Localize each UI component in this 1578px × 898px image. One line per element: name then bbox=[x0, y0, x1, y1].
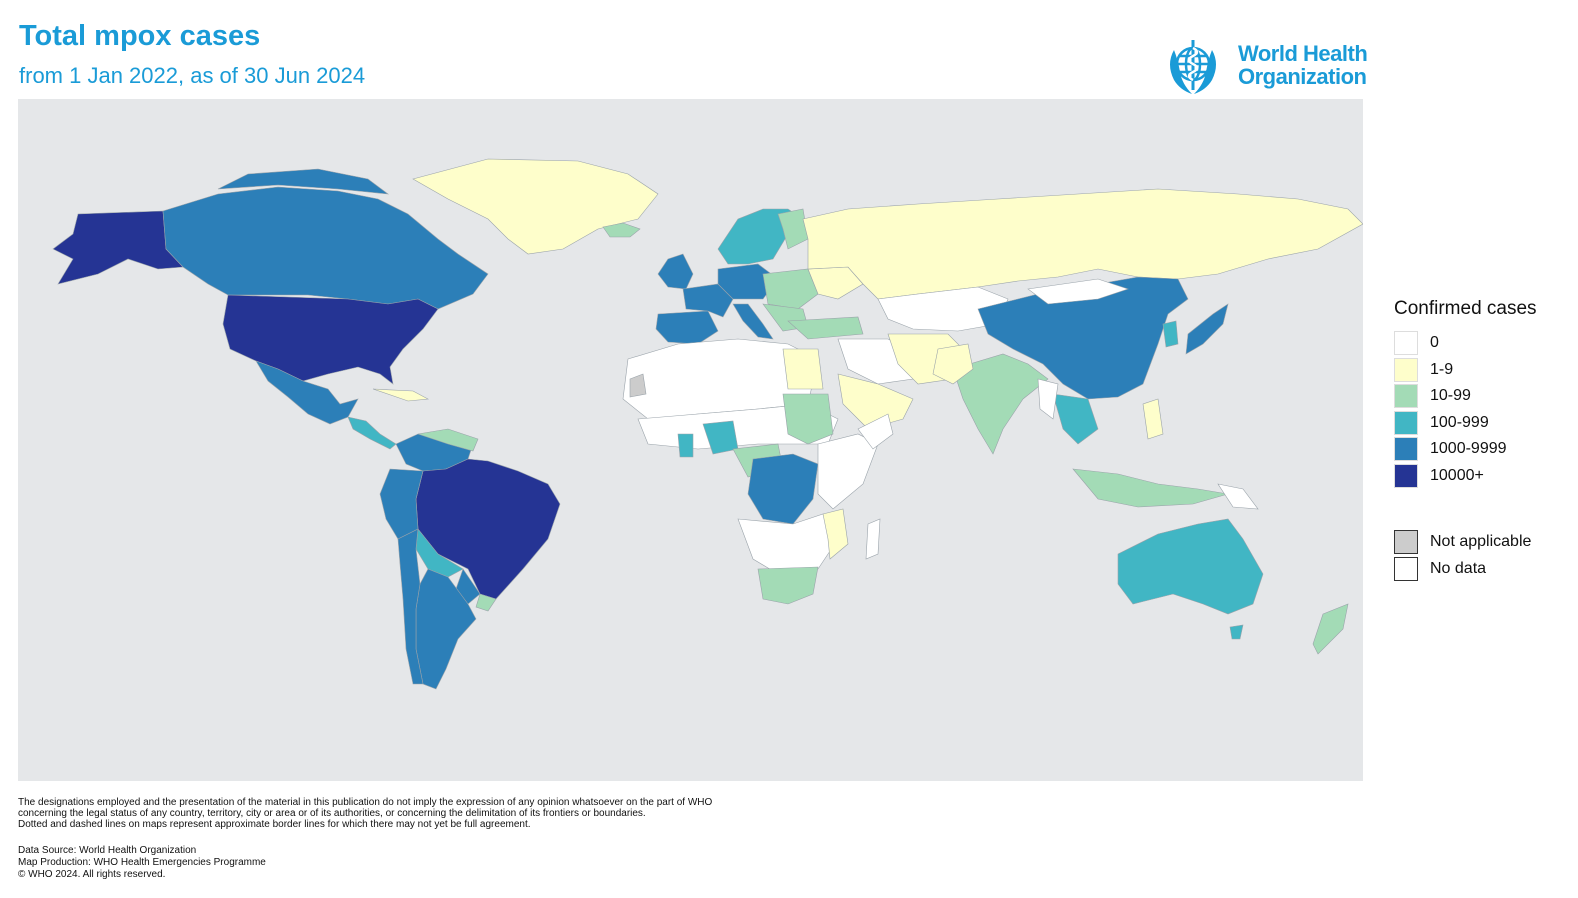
logo-line-1: World Health bbox=[1238, 41, 1368, 66]
region-pakistan bbox=[932, 343, 974, 385]
copyright: © WHO 2024. All rights reserved. bbox=[18, 869, 166, 880]
region-central-america bbox=[347, 416, 397, 450]
region-egypt bbox=[782, 348, 824, 390]
world-map-svg bbox=[52, 158, 1363, 690]
who-logo: World Health Organization bbox=[1160, 34, 1370, 98]
region-greenland bbox=[412, 158, 659, 255]
region-philippines bbox=[1142, 398, 1164, 440]
region-turkey bbox=[787, 316, 864, 340]
region-australia bbox=[1117, 518, 1264, 615]
region-western-sahara bbox=[629, 373, 647, 398]
region-mexico bbox=[255, 360, 359, 425]
disclaimer-line: The designations employed and the presen… bbox=[18, 797, 713, 808]
legend-item: 1-9 bbox=[1394, 357, 1564, 384]
region-mongolia bbox=[1027, 278, 1129, 305]
region-caribbean bbox=[372, 388, 430, 402]
disclaimer-line: Dotted and dashed lines on maps represen… bbox=[18, 819, 531, 830]
legend-label: 1-9 bbox=[1430, 360, 1454, 378]
legend-label: Not applicable bbox=[1430, 533, 1532, 551]
region-myanmar bbox=[1037, 378, 1059, 420]
region-new-zealand bbox=[1312, 603, 1349, 655]
legend: Confirmed cases 0 1-9 10-99 100-999 1000… bbox=[1394, 298, 1564, 489]
region-indonesia bbox=[1072, 468, 1229, 508]
region-japan bbox=[1185, 303, 1229, 355]
legend-item: 0 bbox=[1394, 330, 1564, 357]
region-southern-africa bbox=[737, 513, 839, 575]
who-emblem-icon bbox=[1170, 40, 1216, 94]
legend-label: 10-99 bbox=[1430, 387, 1471, 405]
region-uruguay bbox=[475, 593, 497, 612]
map-production: Map Production: WHO Health Emergencies P… bbox=[18, 857, 266, 868]
region-png bbox=[1217, 483, 1259, 510]
region-eastern-europe bbox=[762, 268, 819, 310]
region-russia bbox=[802, 188, 1363, 300]
region-iberia bbox=[655, 310, 719, 345]
region-mozambique bbox=[822, 508, 849, 560]
legend-label: No data bbox=[1430, 559, 1487, 577]
legend-item: 1000-9999 bbox=[1394, 436, 1564, 463]
legend-swatch-1-9 bbox=[1394, 357, 1418, 382]
region-south-africa bbox=[757, 566, 819, 605]
data-source: Data Source: World Health Organization bbox=[18, 845, 197, 856]
legend-swatch-10000-plus bbox=[1394, 463, 1418, 488]
legend-item-not-applicable: Not applicable bbox=[1394, 529, 1531, 556]
legend-swatch-10-99 bbox=[1394, 384, 1418, 409]
legend-label: 100-999 bbox=[1430, 413, 1489, 431]
sources: Data Source: World Health Organization M… bbox=[18, 845, 266, 881]
region-tasmania bbox=[1229, 624, 1244, 640]
region-canada-arctic bbox=[217, 168, 390, 195]
logo-line-2: Organization bbox=[1238, 64, 1367, 89]
region-central-europe bbox=[717, 263, 779, 300]
legend-swatch-0 bbox=[1394, 331, 1418, 356]
region-canada bbox=[162, 186, 489, 310]
region-chile bbox=[397, 528, 424, 685]
legend-swatch-100-999 bbox=[1394, 410, 1418, 435]
legend-label: 0 bbox=[1430, 334, 1439, 352]
region-alaska bbox=[52, 210, 184, 285]
region-peru-ecuador bbox=[379, 468, 424, 540]
legend-swatch-not-applicable bbox=[1394, 530, 1418, 555]
legend-label: 1000-9999 bbox=[1430, 440, 1507, 458]
region-finland bbox=[777, 208, 809, 250]
world-map bbox=[18, 99, 1363, 781]
disclaimer: The designations employed and the presen… bbox=[18, 797, 798, 830]
region-guianas bbox=[417, 428, 479, 452]
region-usa bbox=[222, 294, 439, 385]
legend-extra: Not applicable No data bbox=[1394, 529, 1531, 582]
legend-item-no-data: No data bbox=[1394, 556, 1531, 583]
legend-item: 10000+ bbox=[1394, 463, 1564, 490]
region-east-africa bbox=[817, 433, 879, 510]
legend-label: 10000+ bbox=[1430, 466, 1484, 484]
region-sudan bbox=[782, 393, 834, 445]
region-drc bbox=[747, 453, 819, 525]
region-ghana bbox=[677, 433, 694, 458]
disclaimer-line: concerning the legal status of any count… bbox=[18, 808, 646, 819]
region-arabia bbox=[837, 373, 914, 430]
legend-title: Confirmed cases bbox=[1394, 298, 1537, 319]
legend-swatch-no-data bbox=[1394, 556, 1418, 581]
region-uk-ireland bbox=[657, 253, 694, 290]
region-korea bbox=[1162, 320, 1179, 348]
region-indochina bbox=[1052, 393, 1099, 445]
legend-item: 100-999 bbox=[1394, 410, 1564, 437]
region-horn bbox=[857, 413, 894, 450]
legend-item: 10-99 bbox=[1394, 383, 1564, 410]
region-italy bbox=[732, 303, 774, 340]
region-india bbox=[952, 353, 1049, 455]
legend-swatch-1000-9999 bbox=[1394, 437, 1418, 462]
region-iceland bbox=[602, 222, 641, 238]
region-madagascar bbox=[865, 518, 881, 560]
page-title: Total mpox cases bbox=[19, 20, 261, 52]
page-subtitle: from 1 Jan 2022, as of 30 Jun 2024 bbox=[19, 63, 366, 88]
